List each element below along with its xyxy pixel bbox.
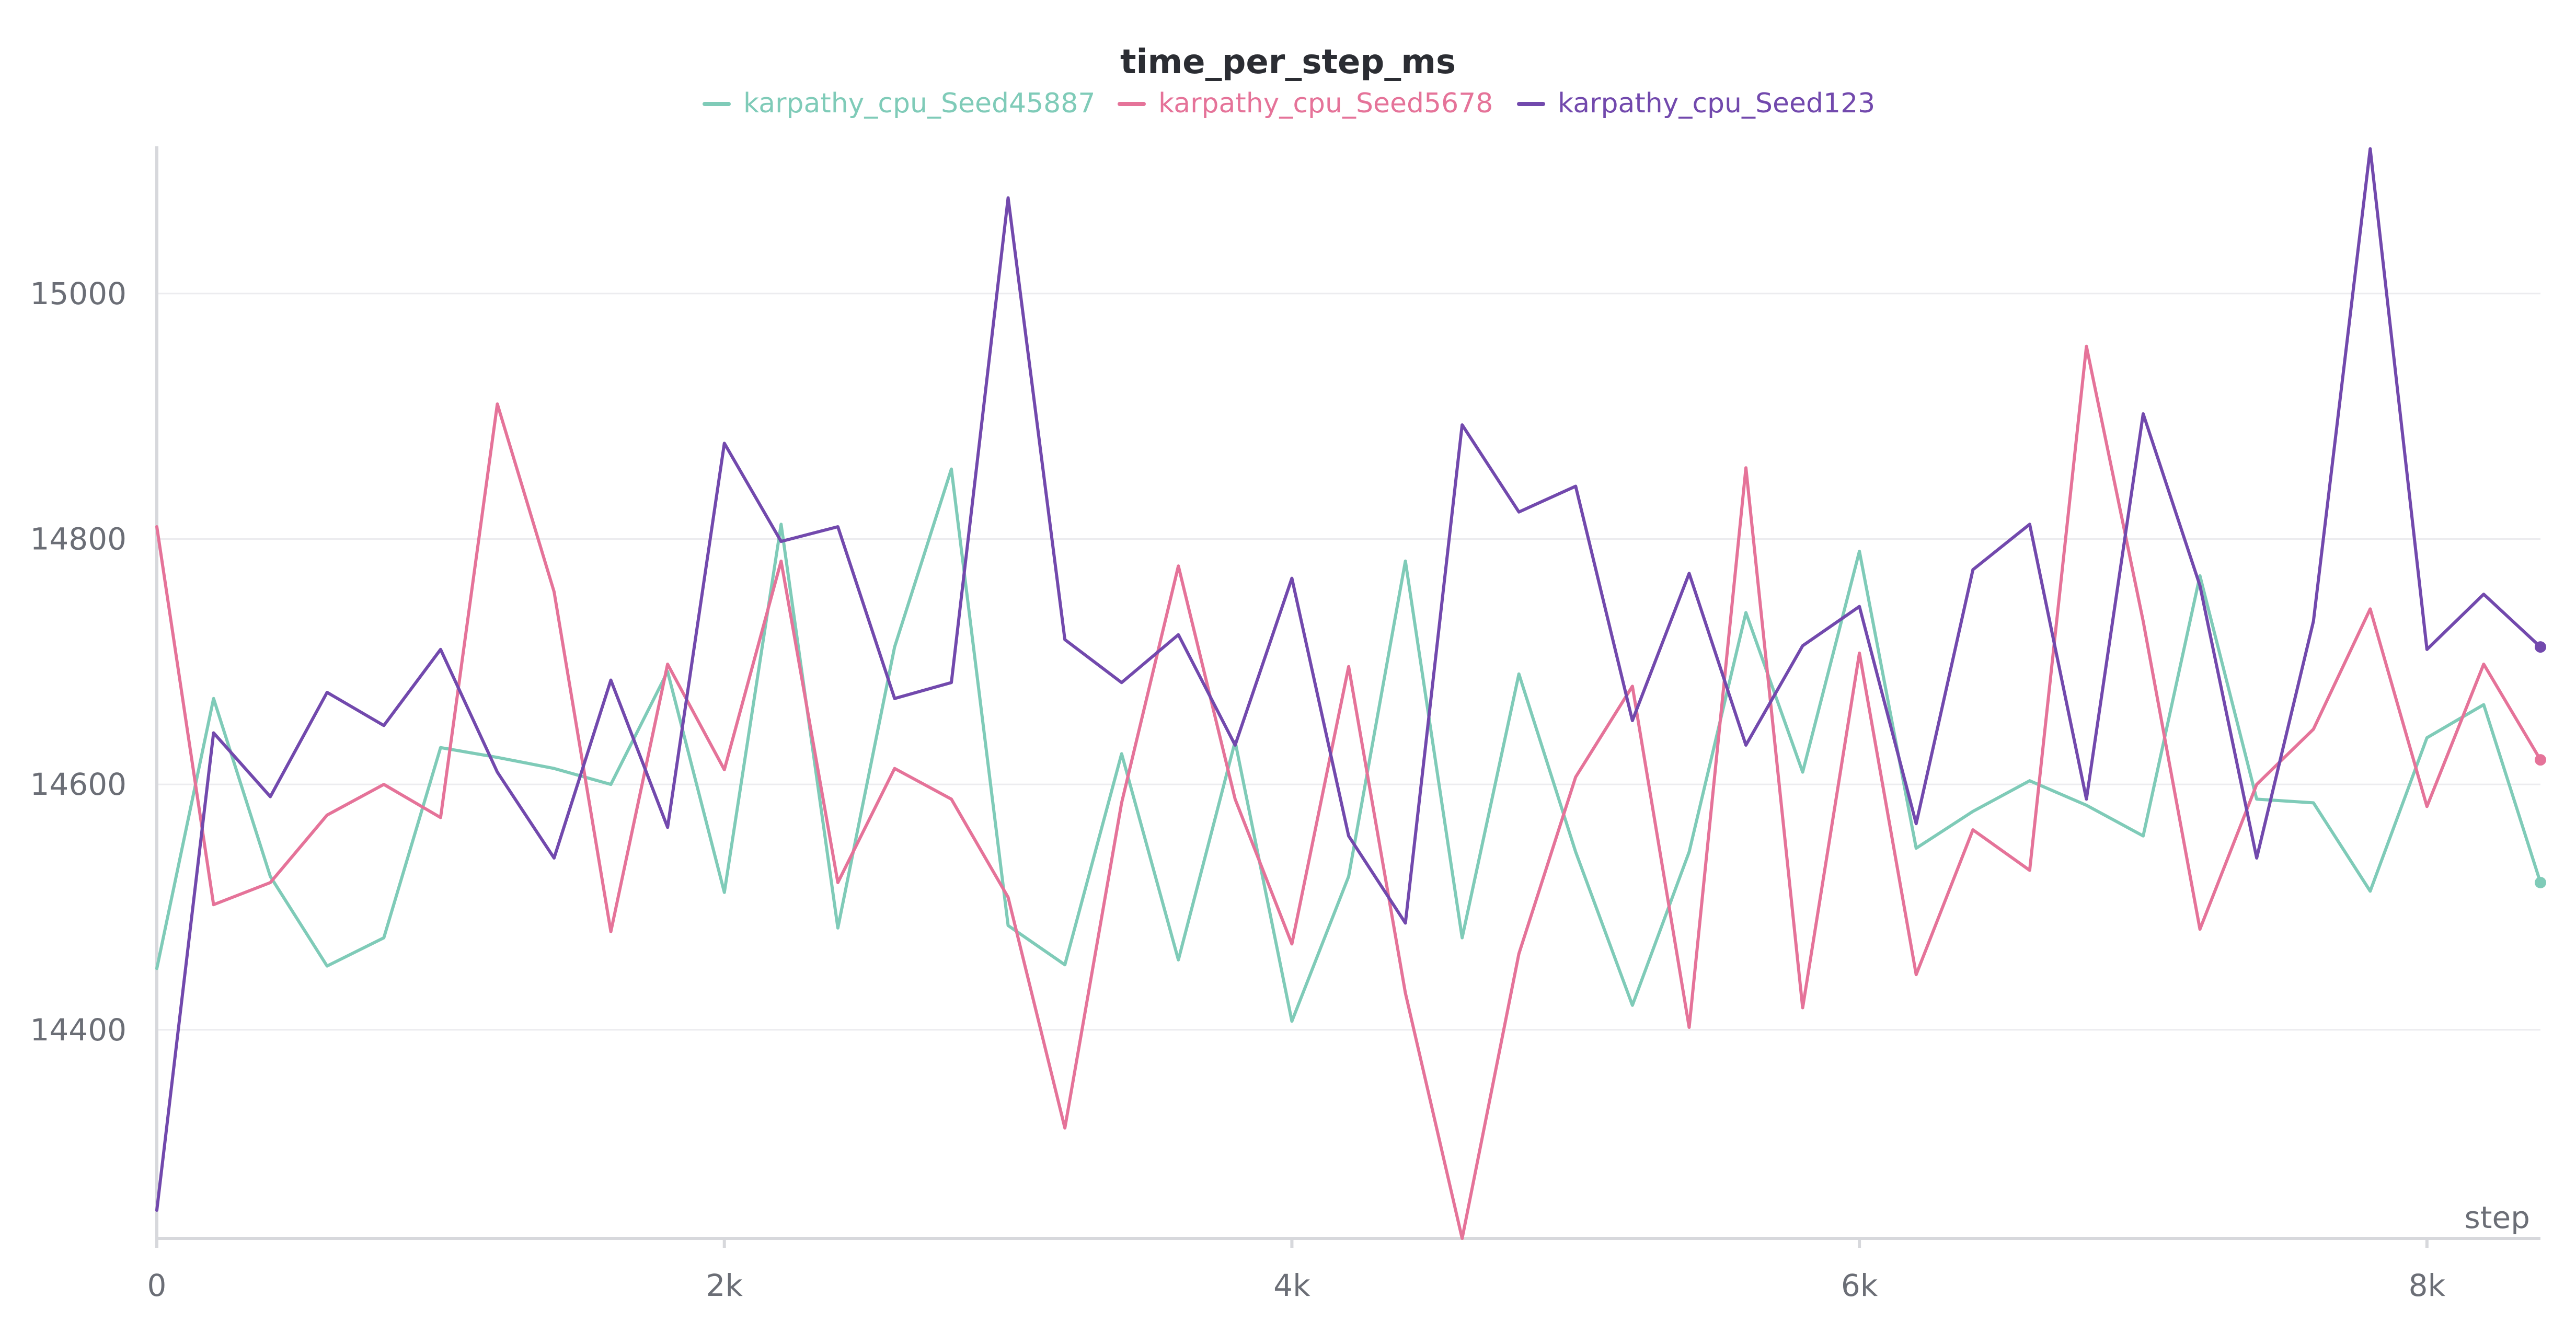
series-karpathy-cpu-seed45887-line[interactable] [155, 467, 2542, 1023]
legend-label: karpathy_cpu_Seed45887 [743, 88, 1095, 119]
chart-title: time_per_step_ms [1120, 43, 1456, 82]
x-tick-label: 6k [1841, 1268, 1878, 1303]
gridlines [157, 293, 2540, 1031]
y-tick-label: 14400 [30, 1012, 126, 1048]
x-tick-label: 8k [2409, 1268, 2446, 1303]
series-layer [155, 147, 2546, 1240]
legend-item[interactable]: karpathy_cpu_Seed45887 [703, 88, 1095, 119]
x-tick-label: 4k [1273, 1268, 1310, 1303]
x-tick-label: 0 [147, 1268, 167, 1303]
axes: 14400 14600 14800 15000 0 2k 4k 6k 8k [30, 146, 2540, 1303]
x-axis-label: step [2465, 1200, 2530, 1235]
legend-label: karpathy_cpu_Seed5678 [1158, 88, 1493, 119]
y-tick-label: 15000 [30, 276, 126, 311]
legend-label: karpathy_cpu_Seed123 [1558, 88, 1875, 119]
series-karpathy-cpu-seed5678-end-point [2535, 754, 2546, 766]
series-karpathy-cpu-seed45887-end-point [2535, 876, 2546, 888]
legend-item[interactable]: karpathy_cpu_Seed123 [1517, 88, 1875, 119]
legend[interactable]: karpathy_cpu_Seed45887 karpathy_cpu_Seed5… [703, 88, 1875, 119]
y-tick-label: 14800 [30, 521, 126, 557]
y-tick-label: 14600 [30, 767, 126, 802]
series-karpathy-cpu-seed123-line[interactable] [155, 147, 2542, 1212]
series-karpathy-cpu-seed123-end-point [2535, 641, 2546, 653]
x-tick-label: 2k [706, 1268, 743, 1303]
series-karpathy-cpu-seed5678-line[interactable] [155, 344, 2542, 1240]
legend-item[interactable]: karpathy_cpu_Seed5678 [1118, 88, 1493, 119]
